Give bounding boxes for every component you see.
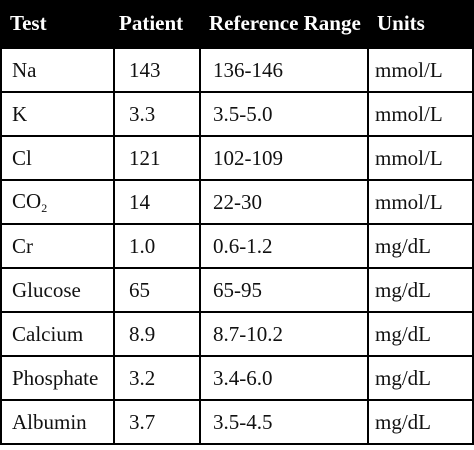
cell-test: Cr [0, 223, 115, 269]
header-patient: Patient [113, 0, 201, 49]
cell-patient: 65 [113, 267, 201, 313]
cell-reference-range: 65-95 [199, 267, 369, 313]
cell-patient: 8.9 [113, 311, 201, 357]
table-header: Test Patient Reference Range Units [0, 0, 474, 49]
cell-test: Na [0, 47, 115, 93]
cell-patient: 3.2 [113, 355, 201, 401]
table-row: Na 143 136-146 mmol/L [0, 47, 474, 93]
cell-patient: 14 [113, 179, 201, 225]
cell-test: K [0, 91, 115, 137]
cell-patient: 3.3 [113, 91, 201, 137]
cell-test: Glucose [0, 267, 115, 313]
table-row: Glucose 65 65-95 mg/dL [0, 267, 474, 313]
cell-test: Phosphate [0, 355, 115, 401]
cell-test: Albumin [0, 399, 115, 445]
test-name: Na [12, 57, 37, 82]
table-row: Cl 121 102-109 mmol/L [0, 135, 474, 181]
test-name: CO [12, 188, 42, 213]
test-name: Phosphate [12, 365, 99, 390]
cell-units: mg/dL [367, 267, 474, 313]
header-reference-range: Reference Range [199, 0, 369, 49]
table-row: Phosphate 3.2 3.4-6.0 mg/dL [0, 355, 474, 401]
table-row: CO2 14 22-30 mmol/L [0, 179, 474, 225]
cell-patient: 1.0 [113, 223, 201, 269]
cell-units: mmol/L [367, 47, 474, 93]
cell-reference-range: 0.6-1.2 [199, 223, 369, 269]
header-test: Test [0, 0, 115, 49]
table-row: Calcium 8.9 8.7-10.2 mg/dL [0, 311, 474, 357]
table-row: Albumin 3.7 3.5-4.5 mg/dL [0, 399, 474, 445]
test-name: Cr [12, 233, 33, 258]
test-subscript: 2 [41, 200, 48, 215]
cell-reference-range: 136-146 [199, 47, 369, 93]
cell-reference-range: 8.7-10.2 [199, 311, 369, 357]
cell-patient: 121 [113, 135, 201, 181]
cell-test: Cl [0, 135, 115, 181]
header-units: Units [367, 0, 474, 49]
cell-reference-range: 3.5-4.5 [199, 399, 369, 445]
cell-units: mmol/L [367, 135, 474, 181]
table-row: Cr 1.0 0.6-1.2 mg/dL [0, 223, 474, 269]
cell-patient: 143 [113, 47, 201, 93]
cell-reference-range: 3.4-6.0 [199, 355, 369, 401]
table-body: Na 143 136-146 mmol/L K 3.3 3.5-5.0 mmol/L Cl 121… [0, 47, 474, 445]
cell-test: Calcium [0, 311, 115, 357]
cell-reference-range: 3.5-5.0 [199, 91, 369, 137]
cell-units: mmol/L [367, 179, 474, 225]
cell-units: mg/dL [367, 399, 474, 445]
test-name: Albumin [12, 409, 87, 434]
test-name: Glucose [12, 277, 81, 302]
cell-reference-range: 102-109 [199, 135, 369, 181]
cell-units: mmol/L [367, 91, 474, 137]
cell-units: mg/dL [367, 311, 474, 357]
test-name: Calcium [12, 321, 84, 346]
test-name: K [12, 101, 28, 126]
cell-units: mg/dL [367, 355, 474, 401]
cell-units: mg/dL [367, 223, 474, 269]
cell-patient: 3.7 [113, 399, 201, 445]
header-row: Test Patient Reference Range Units [0, 0, 474, 49]
test-name: Cl [12, 145, 32, 170]
cell-test: CO2 [0, 179, 115, 225]
table-row: K 3.3 3.5-5.0 mmol/L [0, 91, 474, 137]
cell-reference-range: 22-30 [199, 179, 369, 225]
